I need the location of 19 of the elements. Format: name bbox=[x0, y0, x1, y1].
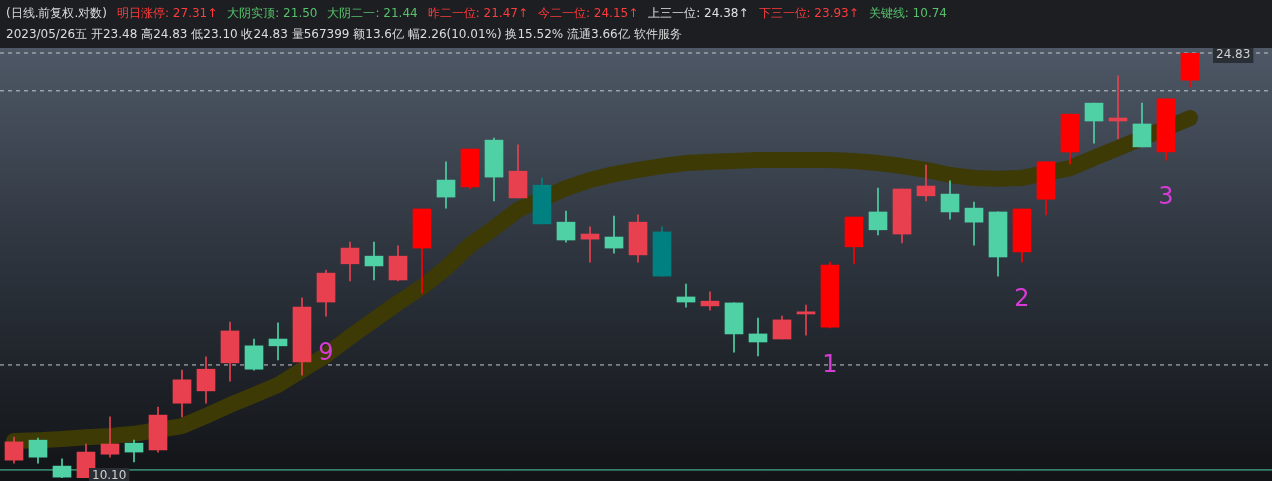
text: 大阴二一: 21.44 bbox=[327, 6, 418, 20]
candlestick bbox=[100, 416, 120, 458]
text: 2 bbox=[1014, 284, 1030, 313]
text: 24.83 bbox=[1216, 47, 1251, 62]
candlestick bbox=[268, 322, 288, 361]
text: 3 bbox=[1158, 182, 1174, 211]
chart-title: (日线.前复权.对数) bbox=[6, 6, 107, 20]
text: 9 bbox=[318, 338, 334, 367]
text: 昨二一位: 21.47↑ bbox=[427, 6, 528, 20]
text: 下三一位: 23.93↑ bbox=[758, 6, 859, 20]
text: 关键线: 10.74 bbox=[868, 6, 947, 20]
text: 1 bbox=[822, 350, 838, 379]
text: 今二一位: 24.15↑ bbox=[537, 6, 639, 20]
text: 上三一位: 24.38↑ bbox=[648, 6, 749, 20]
chart-subtitle: 2023/05/26五 开23.48 高24.83 低23.10 收24.83 量567399 额13.6亿 幅2.26(10.01%) 换15.52% 流通3.66亿 软件服务 bbox=[6, 27, 682, 41]
text: 明日涨停: 27.31↑ bbox=[117, 6, 218, 20]
candlestick bbox=[796, 304, 816, 336]
annotation: 10.10 bbox=[92, 468, 127, 481]
text: 大阴实顶: 21.50 bbox=[227, 6, 318, 20]
